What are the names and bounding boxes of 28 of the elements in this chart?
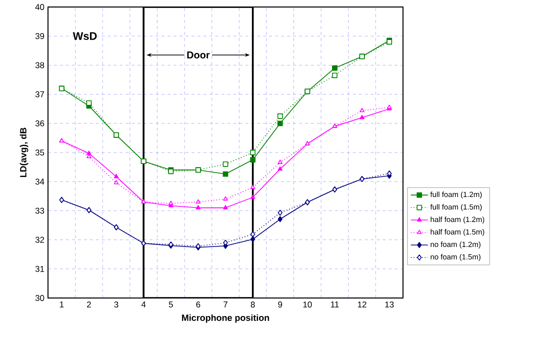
y-tick-label: 31 <box>35 266 44 272</box>
y-tick-label: 40 <box>35 4 44 10</box>
x-axis-title: Microphone position <box>182 314 270 323</box>
x-tick-label: 9 <box>278 302 282 308</box>
y-axis-title: LD(avg), dB <box>20 128 28 178</box>
y-tick-label: 35 <box>35 150 44 156</box>
annotation: WsD <box>72 32 97 40</box>
x-tick-label: 5 <box>168 302 173 308</box>
x-tick-label: 7 <box>224 302 228 308</box>
x-tick-label: 13 <box>385 302 394 308</box>
x-tick-label: 3 <box>114 302 118 308</box>
annotation: Door <box>187 52 210 58</box>
x-tick-label: 10 <box>303 302 312 308</box>
y-tick-label: 30 <box>35 295 44 301</box>
y-tick-label: 39 <box>35 33 44 40</box>
x-tick-label: 8 <box>250 302 255 308</box>
x-tick-label: 11 <box>330 302 339 308</box>
y-tick-label: 36 <box>35 120 44 126</box>
y-tick-label: 38 <box>35 62 44 68</box>
y-tick-label: 32 <box>35 236 44 243</box>
x-tick-label: 12 <box>358 302 366 308</box>
y-tick-label: 37 <box>35 91 44 98</box>
y-tick-label: 33 <box>35 208 44 214</box>
y-tick-label: 34 <box>35 178 44 185</box>
x-tick-label: 2 <box>87 302 91 308</box>
x-tick-label: 4 <box>141 302 146 308</box>
x-tick-label: 6 <box>196 302 200 308</box>
x-tick-label: 1 <box>60 302 64 308</box>
